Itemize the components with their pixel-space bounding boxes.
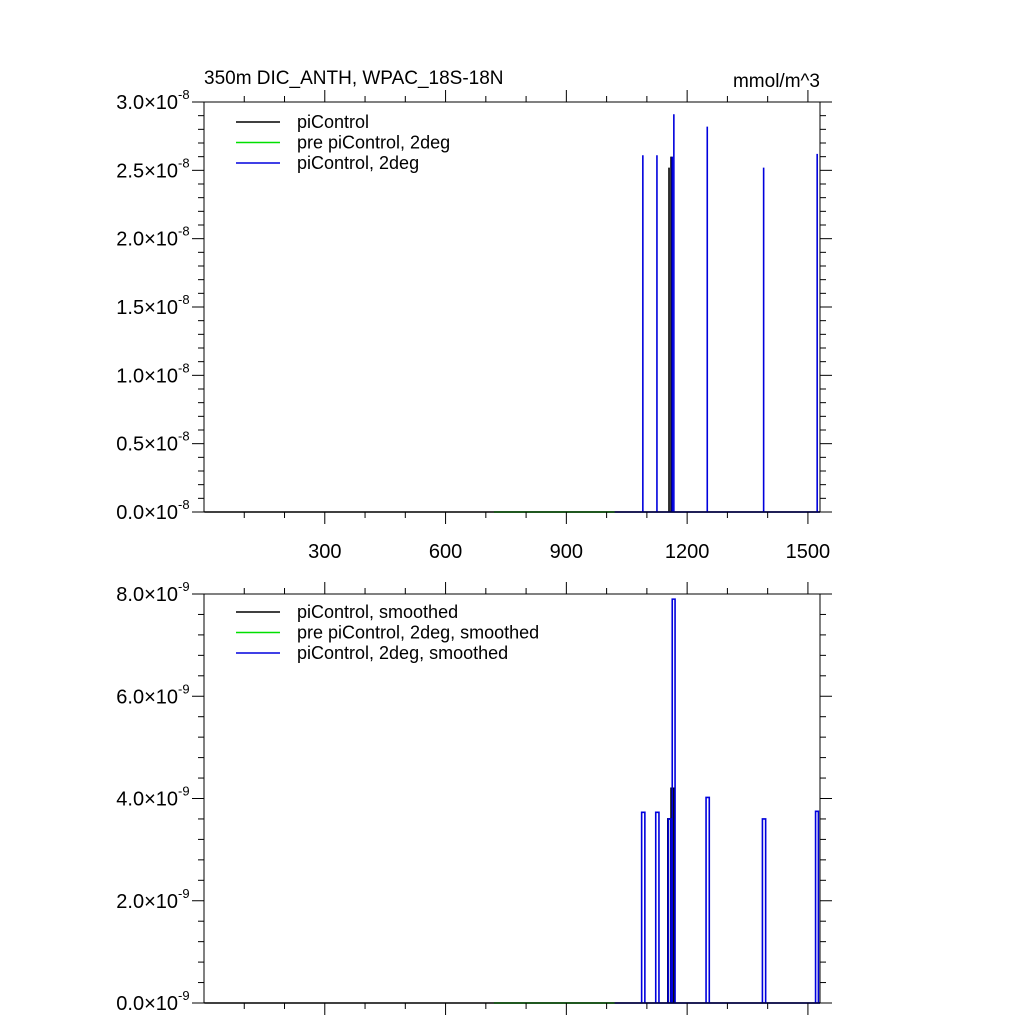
y-tick-exponent: -8 <box>178 429 190 444</box>
y-tick-exponent: -8 <box>178 360 190 375</box>
legend-label: piControl <box>297 112 369 132</box>
y-tick-label: 1.0×10 <box>116 365 178 387</box>
legend-label: piControl, 2deg <box>297 153 419 173</box>
y-tick-exponent: -9 <box>178 579 190 594</box>
y-tick-exponent: -9 <box>178 988 190 1003</box>
x-tick-label: 600 <box>429 541 462 563</box>
x-tick-label: 900 <box>550 541 583 563</box>
series-2-pulse-3 <box>671 598 676 1003</box>
y-tick-label: 4.0×10 <box>116 789 178 811</box>
axis-ticks <box>192 90 832 524</box>
axis-ticks <box>192 582 832 1015</box>
y-tick-exponent: -9 <box>178 886 190 901</box>
legend-label: piControl, 2deg, smoothed <box>297 643 508 663</box>
chart-title: 350m DIC_ANTH, WPAC_18S-18N <box>204 68 504 89</box>
x-tick-labels: 300 600 900 1200 1500 <box>308 541 830 563</box>
y-tick-label: 3.0×10 <box>116 92 178 114</box>
top-panel: 350m DIC_ANTH, WPAC_18S-18N mmol/m^3 0.0… <box>116 68 832 563</box>
y-tick-label: 2.0×10 <box>116 229 178 251</box>
x-tick-label: 1200 <box>665 541 710 563</box>
plot-lines <box>204 114 820 513</box>
y-tick-exponent: -8 <box>178 224 190 239</box>
y-tick-exponent: -9 <box>178 784 190 799</box>
series-2-pulse-0 <box>640 811 646 1003</box>
legend-label: pre piControl, 2deg <box>297 133 450 153</box>
series-2-pulse-2 <box>667 818 672 1003</box>
y-tick-label: 2.0×10 <box>116 891 178 913</box>
legend-label: pre piControl, 2deg, smoothed <box>297 623 539 643</box>
series-2-pulse-5 <box>761 818 767 1003</box>
y-tick-label: 0.0×10 <box>116 993 178 1015</box>
y-tick-label: 6.0×10 <box>116 686 178 708</box>
y-tick-label: 8.0×10 <box>116 584 178 606</box>
bottom-panel: 0.0×10 -92.0×10 -94.0×10 -96.0×10 -98.0×10 -9… <box>116 579 832 1015</box>
y-tick-labels: 0.0×10 -80.5×10 -81.0×10 -81.5×10 -82.0×10 -8… <box>116 87 189 524</box>
y-tick-exponent: -8 <box>178 292 190 307</box>
y-tick-label: 0.0×10 <box>116 502 178 524</box>
y-tick-label: 1.5×10 <box>116 297 178 319</box>
y-tick-exponent: -8 <box>178 497 190 512</box>
y-tick-label: 2.5×10 <box>116 160 178 182</box>
y-tick-label: 0.5×10 <box>116 434 178 456</box>
y-tick-exponent: -8 <box>178 87 190 102</box>
legend-label: piControl, smoothed <box>297 602 458 622</box>
units-label: mmol/m^3 <box>733 71 820 92</box>
y-tick-labels: 0.0×10 -92.0×10 -94.0×10 -96.0×10 -98.0×10 -9 <box>116 579 189 1015</box>
x-tick-label: 300 <box>308 541 341 563</box>
y-tick-exponent: -9 <box>178 681 190 696</box>
y-tick-exponent: -8 <box>178 155 190 170</box>
x-tick-label: 1500 <box>786 541 831 563</box>
series-2-pulse-6 <box>814 810 820 1003</box>
series-2-pulse-4 <box>705 796 711 1003</box>
series-2-pulse-1 <box>654 811 660 1003</box>
